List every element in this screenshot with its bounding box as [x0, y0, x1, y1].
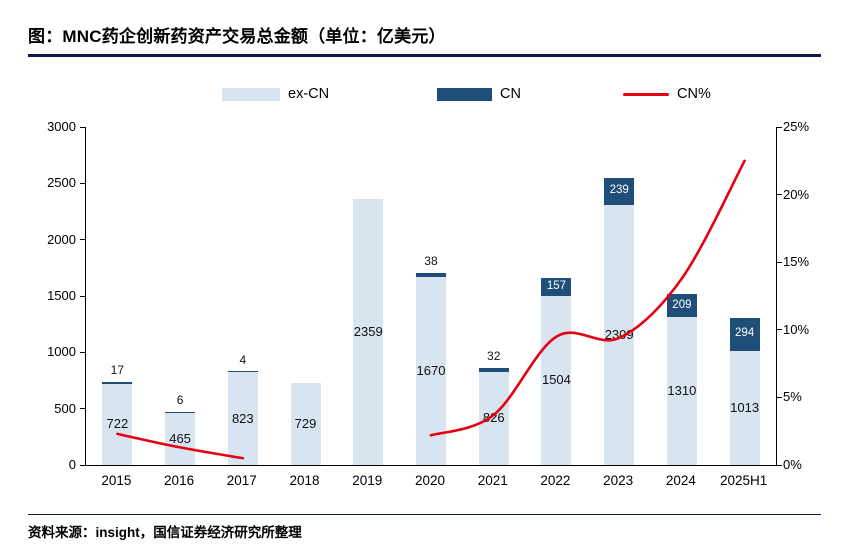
- x-axis-label-2020: 2020: [414, 473, 445, 488]
- right-axis-tick-label: 20%: [783, 186, 810, 202]
- value-label-cn-2016: 6: [176, 392, 184, 407]
- left-axis-tick: [80, 126, 86, 128]
- bar-ex-cn-2019: [353, 199, 384, 465]
- right-axis-tick-label: 5%: [783, 389, 802, 405]
- title-rule: [28, 54, 821, 57]
- x-axis-label-2021: 2021: [477, 473, 508, 488]
- right-axis-tick: [776, 464, 782, 466]
- x-axis-label-2015: 2015: [101, 473, 132, 488]
- bar-cn-2021: [478, 368, 509, 372]
- legend-label-cn: CN: [500, 86, 521, 102]
- left-axis-tick-label: 1500: [47, 288, 76, 303]
- ex-cn-bar-swatch-icon: [222, 87, 280, 101]
- value-label-cn-2017: 4: [239, 352, 247, 367]
- x-axis-labels: 2015 2016 2017 2018 2019 2020 2021 2022 2023 2024…: [85, 473, 775, 493]
- legend-label-ex-cn: ex-CN: [288, 86, 330, 102]
- value-label-cn-2025H1: 294: [735, 327, 755, 340]
- left-axis-tick-label: 0: [68, 457, 76, 472]
- left-axis-tick: [80, 464, 86, 466]
- value-label-ex-cn-2020: 1670: [416, 362, 446, 378]
- bar-cn-2017: [227, 371, 258, 373]
- left-axis-tick-label: 2000: [47, 231, 76, 247]
- right-axis-tick-label: 15%: [783, 254, 810, 270]
- left-axis-tick: [80, 239, 86, 241]
- bottom-rule: [28, 514, 821, 515]
- x-axis-label-2018: 2018: [289, 473, 320, 488]
- left-axis-tick-label: 1000: [47, 344, 76, 360]
- value-label-ex-cn-2024: 1310: [667, 383, 697, 399]
- right-axis-tick: [776, 396, 782, 398]
- left-axis-tick: [80, 182, 86, 184]
- value-label-cn-2020: 38: [424, 253, 438, 268]
- left-axis-tick-label: 2500: [47, 175, 76, 191]
- x-axis-label-2022: 2022: [540, 473, 571, 488]
- bar-ex-cn-2018: [290, 382, 321, 465]
- right-axis-tick: [776, 194, 782, 196]
- value-label-cn-2023: 239: [609, 184, 629, 197]
- left-axis-tick: [80, 408, 86, 410]
- cn-bar-swatch-icon: [437, 87, 492, 101]
- right-axis-tick-label: 10%: [783, 321, 810, 337]
- bar-cn-2015: [102, 381, 133, 384]
- x-axis-label-2024: 2024: [665, 473, 696, 488]
- value-label-ex-cn-2021: 826: [482, 410, 505, 426]
- right-axis-labels: 0% 5% 10% 15% 20% 25%: [783, 119, 843, 472]
- x-axis-label-2019: 2019: [352, 473, 383, 488]
- value-label-ex-cn-2018: 729: [294, 415, 317, 431]
- value-label-ex-cn-2019: 2359: [353, 324, 383, 340]
- legend-item-ex-cn: ex-CN: [222, 86, 329, 102]
- right-axis-tick-label: 0%: [783, 457, 802, 472]
- value-label-ex-cn-2023: 2309: [604, 326, 634, 342]
- right-axis-tick-label: 25%: [783, 119, 810, 134]
- source-note: 资料来源：insight，国信证券经济研究所整理: [28, 525, 302, 540]
- left-axis-tick: [80, 295, 86, 297]
- value-label-ex-cn-2016: 465: [169, 430, 191, 446]
- x-axis-label-2017: 2017: [226, 473, 257, 488]
- bar-cn-2020: [416, 272, 446, 277]
- right-axis-tick: [776, 329, 782, 331]
- value-label-ex-cn-2022: 1504: [541, 372, 571, 388]
- value-label-ex-cn-2017: 823: [231, 410, 254, 426]
- cn-percent-line-swatch-icon: [623, 92, 669, 96]
- value-label-ex-cn-2025H1: 1013: [730, 399, 760, 415]
- plot-area: 722 17 465 6 823 4 729 2359 1670 38 826 32 1504 157 23…: [80, 126, 782, 466]
- right-axis-tick: [776, 261, 782, 263]
- x-axis-label-2016: 2016: [164, 473, 195, 488]
- value-label-cn-2015: 17: [110, 362, 125, 377]
- value-label-cn-2024: 209: [672, 298, 692, 311]
- value-label-cn-2022: 157: [546, 279, 567, 292]
- figure-title: 图：MNC药企创新药资产交易总金额（单位：亿美元）: [28, 27, 446, 46]
- value-label-cn-2021: 32: [487, 349, 501, 364]
- bar-cn-2016: [165, 411, 196, 413]
- value-label-ex-cn-2015: 722: [106, 416, 129, 432]
- left-axis-tick-label: 500: [54, 400, 76, 416]
- left-axis-tick: [80, 351, 86, 353]
- x-axis-label-2025H1: 2025H1: [719, 473, 768, 488]
- left-axis-labels: 0 500 1000 1500 2000 2500 3000: [0, 119, 76, 472]
- legend-label-cn-percent: CN%: [677, 86, 711, 102]
- right-axis-tick: [776, 126, 782, 128]
- left-axis-tick-label: 3000: [47, 119, 76, 134]
- legend-item-cn-percent: CN%: [623, 86, 711, 102]
- legend-item-cn: CN: [437, 86, 521, 102]
- x-axis-label-2023: 2023: [603, 473, 634, 488]
